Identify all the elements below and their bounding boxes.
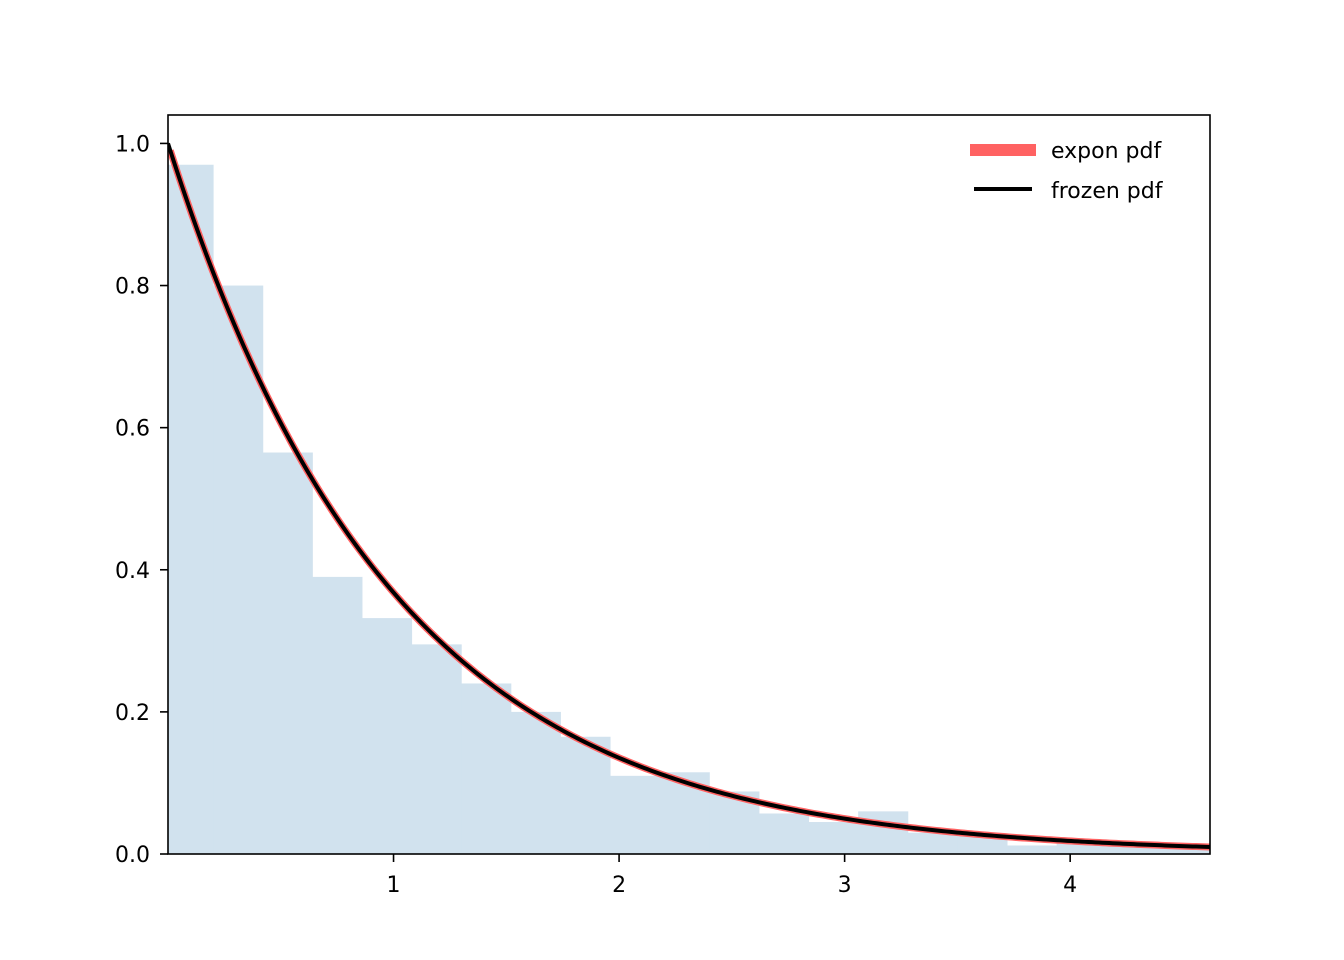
- histogram-bar: [361, 618, 413, 854]
- y-axis-ticks: 0.0 0.2 0.4 0.6 0.8 1.0: [115, 132, 168, 868]
- histogram-bar: [411, 644, 462, 854]
- histogram-bar: [758, 813, 810, 854]
- x-axis-ticks: 1 2 3 4: [387, 854, 1077, 898]
- histogram-bar: [560, 736, 611, 854]
- histogram-bar: [808, 822, 859, 854]
- histogram-bar: [213, 285, 264, 854]
- y-tick-label: 1.0: [115, 132, 150, 157]
- legend-entry-frozen: frozen pdf: [974, 179, 1164, 204]
- histogram-bar: [461, 683, 512, 854]
- histogram-bar: [907, 832, 958, 854]
- axes-frame: [167, 114, 1211, 855]
- histogram-bar: [1007, 845, 1058, 854]
- y-tick-label: 0.4: [115, 559, 150, 584]
- y-tick-label: 0.8: [115, 275, 150, 300]
- x-tick-label: 4: [1063, 873, 1077, 898]
- series-line-frozen-pdf: [168, 142, 1210, 849]
- histogram-bar: [262, 452, 313, 854]
- histogram-bar: [168, 164, 214, 854]
- legend-label-frozen: frozen pdf: [1051, 179, 1164, 204]
- legend-entry-expon: expon pdf: [970, 139, 1162, 164]
- histogram-bar: [957, 836, 1008, 854]
- y-tick-label: 0.6: [115, 417, 150, 442]
- histogram-bar: [312, 576, 363, 854]
- x-tick-label: 1: [387, 873, 401, 898]
- series-lines: [168, 142, 1210, 851]
- histogram-bar: [858, 811, 909, 854]
- histogram-bar: [510, 711, 561, 854]
- legend-label-expon: expon pdf: [1051, 139, 1162, 164]
- x-tick-label: 3: [838, 873, 852, 898]
- y-tick-label: 0.2: [115, 701, 150, 726]
- legend: expon pdf frozen pdf: [970, 139, 1164, 204]
- histogram-bars: [168, 164, 1210, 854]
- y-tick-label: 0.0: [115, 843, 150, 868]
- x-tick-label: 2: [612, 873, 626, 898]
- histogram-bar: [1106, 845, 1157, 854]
- plot-area: [168, 142, 1210, 854]
- histogram-bar: [610, 775, 661, 854]
- histogram-bar: [1155, 846, 1210, 854]
